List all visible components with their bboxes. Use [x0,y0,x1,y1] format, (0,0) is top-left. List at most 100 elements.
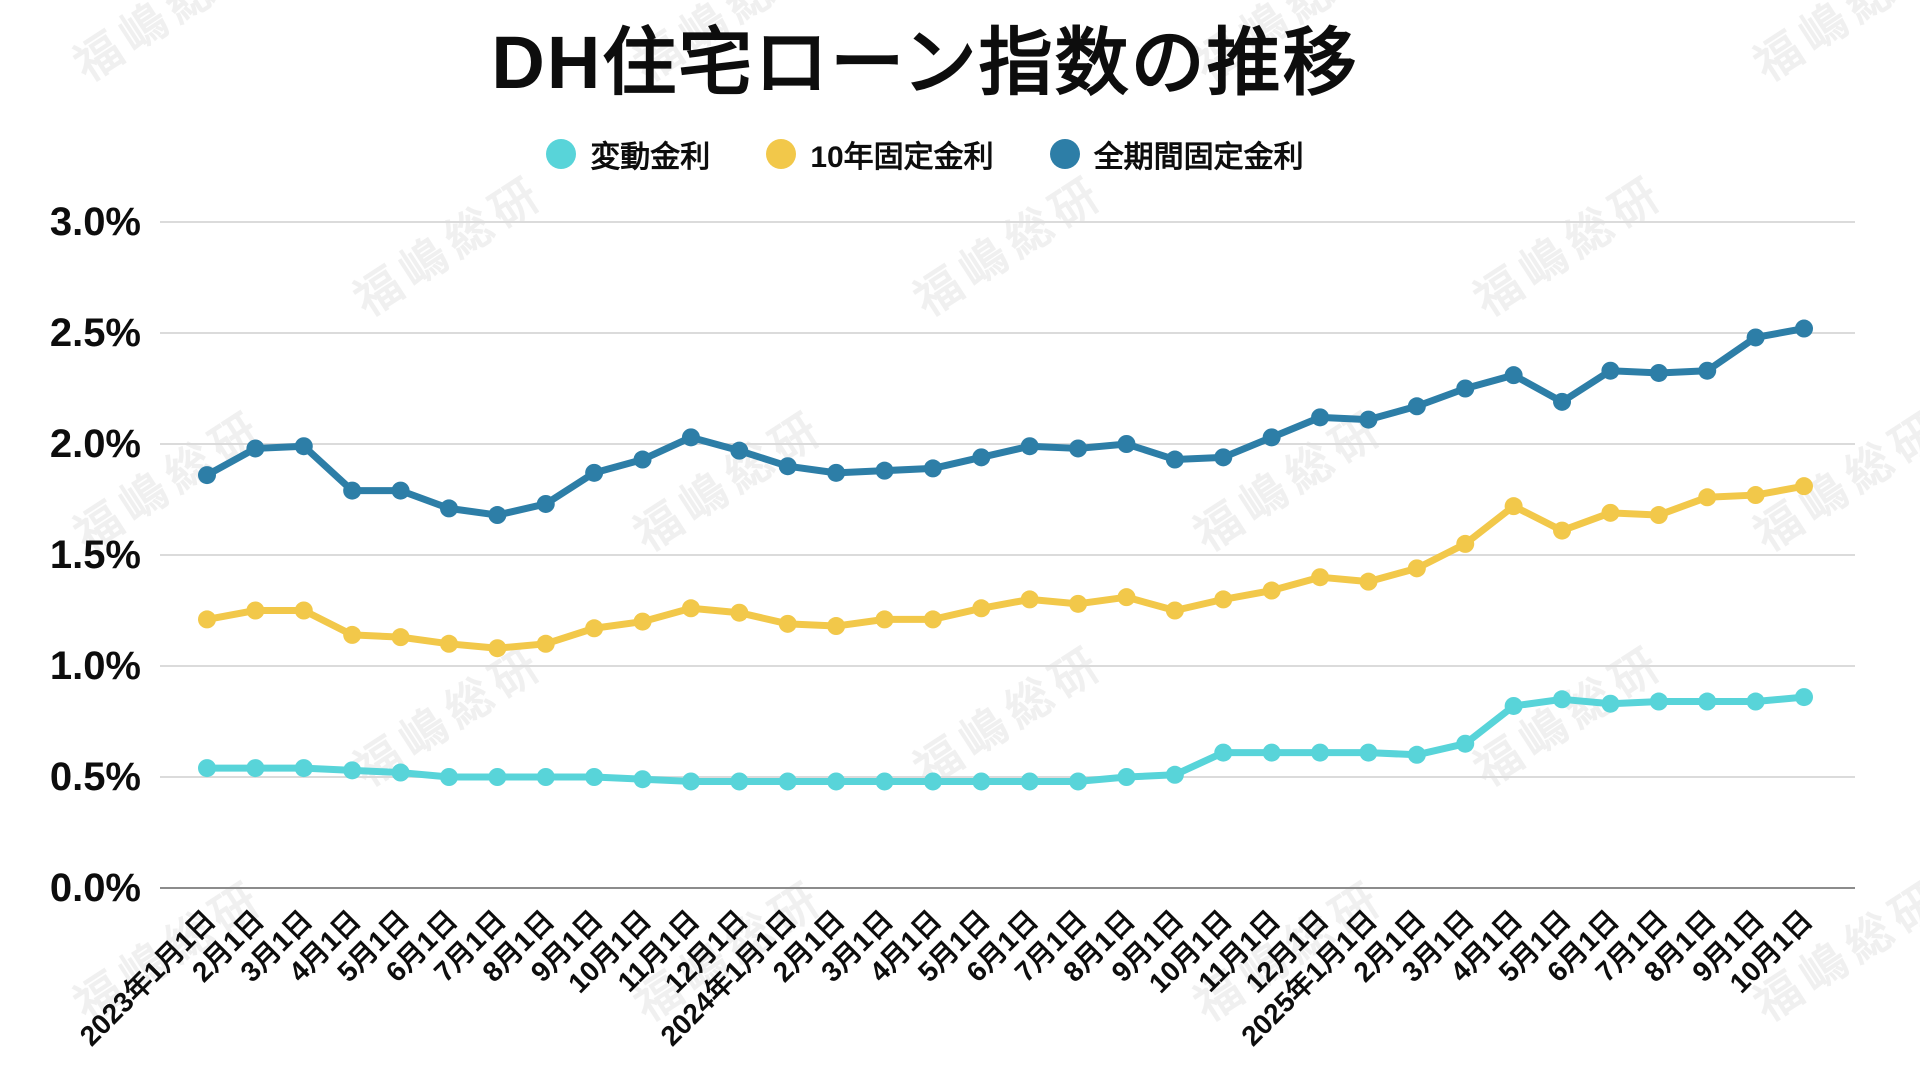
data-point [1117,588,1136,607]
data-point [1601,503,1620,522]
data-point [1601,694,1620,713]
data-point [827,617,846,636]
legend-label-variable-rate: 変動金利 [590,141,711,174]
data-point [1553,392,1572,411]
data-point [343,481,362,500]
data-point [730,441,749,460]
data-point [198,759,216,778]
data-point [439,768,458,786]
data-point [1698,361,1717,380]
data-point [1069,594,1088,613]
data-point [1020,590,1039,609]
data-point [1020,772,1039,791]
y-tick-label: 0.0% [50,866,141,910]
y-tick-label: 1.0% [50,644,141,688]
data-point [1553,521,1572,540]
data-point [1456,534,1475,553]
data-point [827,463,846,482]
data-point [778,614,797,633]
data-point [1214,590,1233,609]
data-point [633,770,652,789]
data-point [1069,439,1088,458]
data-point [391,763,410,782]
data-point [1311,743,1330,762]
title-wrap: DH住宅ローン指数の推移 [0,24,1850,102]
data-point [1117,435,1136,453]
data-point [1165,450,1184,469]
legend-label-10y-fixed-rate: 10年固定金利 [810,141,994,174]
data-point [827,772,846,791]
data-point [1649,506,1668,525]
legend-item-10y-fixed-rate: 10年固定金利 [766,132,994,176]
data-point [1311,568,1330,587]
data-point [246,439,265,458]
data-point [488,768,507,786]
data-point [1214,448,1233,467]
data-point [488,639,507,658]
data-point [923,459,942,478]
data-point [681,599,700,618]
data-point [294,601,313,620]
data-point [1117,768,1136,786]
data-point [1504,696,1523,715]
data-point [246,759,265,778]
data-point [1407,559,1426,578]
data-point [1262,428,1281,447]
data-point [391,481,410,500]
data-point [1456,379,1475,398]
data-point [536,634,555,653]
data-point [1262,581,1281,600]
data-point [1069,772,1088,791]
data-point [1311,408,1330,427]
data-point [1407,397,1426,416]
data-point [972,448,991,467]
data-point [439,499,458,518]
data-point [633,450,652,469]
data-point [1262,743,1281,762]
data-point [1649,363,1668,382]
data-point [730,603,749,622]
data-point [1020,437,1039,456]
data-point [1214,743,1233,762]
data-point [1359,410,1378,429]
data-point [294,759,313,778]
data-point [1746,486,1765,505]
series-line-2 [203,325,1808,519]
data-point [1165,601,1184,620]
y-tick-label: 2.5% [50,311,141,355]
data-point [1746,692,1765,711]
data-point [972,599,991,618]
data-point [1359,572,1378,591]
y-tick-label: 1.5% [50,533,141,577]
series-line-1 [203,482,1808,652]
y-tick-label: 0.5% [50,755,141,799]
data-point [875,610,894,629]
data-point [681,772,700,791]
legend: 変動金利 10年固定金利 全期間固定金利 [0,132,1850,176]
data-point [391,628,410,647]
data-point [1795,477,1813,496]
data-point [294,437,313,456]
data-point [1553,690,1572,709]
data-point [343,625,362,644]
data-point [198,466,216,485]
data-point [778,457,797,476]
data-point [246,601,265,620]
legend-item-variable-rate: 変動金利 [546,132,710,176]
data-point [1504,497,1523,516]
data-point [488,506,507,525]
data-point [1456,734,1475,753]
y-tick-label: 3.0% [50,200,141,244]
data-point [1601,361,1620,380]
data-point [1407,745,1426,764]
data-point [633,612,652,631]
chart-title: DH住宅ローン指数の推移 [491,21,1359,104]
legend-item-full-term-fixed-rate: 全期間固定金利 [1049,132,1304,176]
data-point [585,619,604,638]
data-point [1698,692,1717,711]
legend-marker-full-term-fixed-rate-icon [1049,139,1080,169]
data-point [875,461,894,480]
data-point [585,463,604,482]
data-point [923,610,942,629]
